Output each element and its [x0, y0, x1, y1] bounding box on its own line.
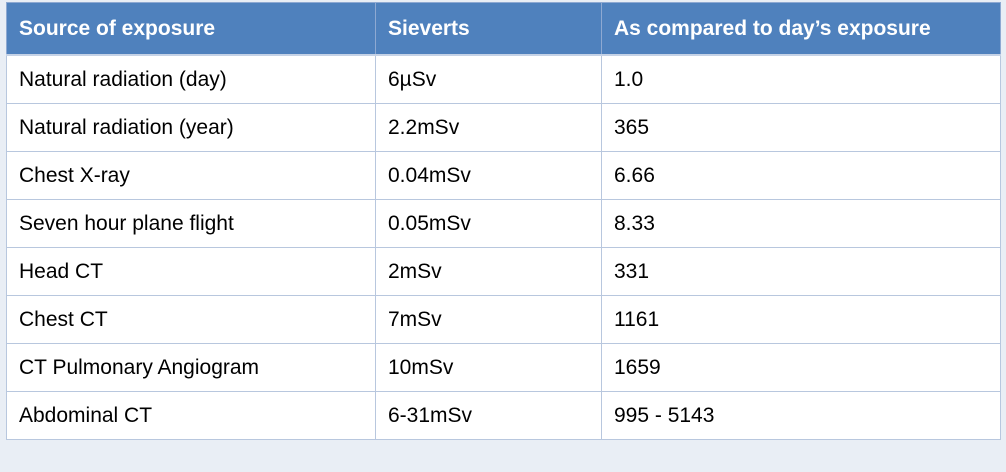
header-comparison: As compared to day’s exposure — [601, 2, 1001, 56]
cell-sieverts: 0.05mSv — [375, 199, 602, 248]
cell-sieverts: 6µSv — [375, 54, 602, 104]
cell-source: Head CT — [6, 247, 376, 296]
cell-comparison: 1161 — [601, 295, 1001, 344]
cell-source: Seven hour plane flight — [6, 199, 376, 248]
cell-comparison: 8.33 — [601, 199, 1001, 248]
table-row: Seven hour plane flight 0.05mSv 8.33 — [6, 199, 1001, 248]
cell-sieverts: 0.04mSv — [375, 151, 602, 200]
table-header-row: Source of exposure Sieverts As compared … — [6, 2, 1001, 56]
cell-source: Chest X-ray — [6, 151, 376, 200]
cell-comparison: 331 — [601, 247, 1001, 296]
cell-comparison: 365 — [601, 103, 1001, 152]
cell-sieverts: 2mSv — [375, 247, 602, 296]
cell-sieverts: 10mSv — [375, 343, 602, 392]
header-sieverts: Sieverts — [375, 2, 602, 56]
table-row: CT Pulmonary Angiogram 10mSv 1659 — [6, 343, 1001, 392]
cell-source: Natural radiation (day) — [6, 54, 376, 104]
cell-sieverts: 7mSv — [375, 295, 602, 344]
cell-source: Natural radiation (year) — [6, 103, 376, 152]
header-source: Source of exposure — [6, 2, 376, 56]
cell-sieverts: 6-31mSv — [375, 391, 602, 440]
radiation-exposure-table: Source of exposure Sieverts As compared … — [6, 2, 1001, 440]
cell-source: CT Pulmonary Angiogram — [6, 343, 376, 392]
table-row: Chest CT 7mSv 1161 — [6, 295, 1001, 344]
cell-comparison: 6.66 — [601, 151, 1001, 200]
table-row: Natural radiation (year) 2.2mSv 365 — [6, 103, 1001, 152]
table-row: Natural radiation (day) 6µSv 1.0 — [6, 54, 1001, 104]
table-row: Abdominal CT 6-31mSv 995 - 5143 — [6, 391, 1001, 440]
cell-comparison: 995 - 5143 — [601, 391, 1001, 440]
cell-comparison: 1.0 — [601, 54, 1001, 104]
table-row: Head CT 2mSv 331 — [6, 247, 1001, 296]
cell-comparison: 1659 — [601, 343, 1001, 392]
table-row: Chest X-ray 0.04mSv 6.66 — [6, 151, 1001, 200]
cell-source: Chest CT — [6, 295, 376, 344]
cell-source: Abdominal CT — [6, 391, 376, 440]
cell-sieverts: 2.2mSv — [375, 103, 602, 152]
